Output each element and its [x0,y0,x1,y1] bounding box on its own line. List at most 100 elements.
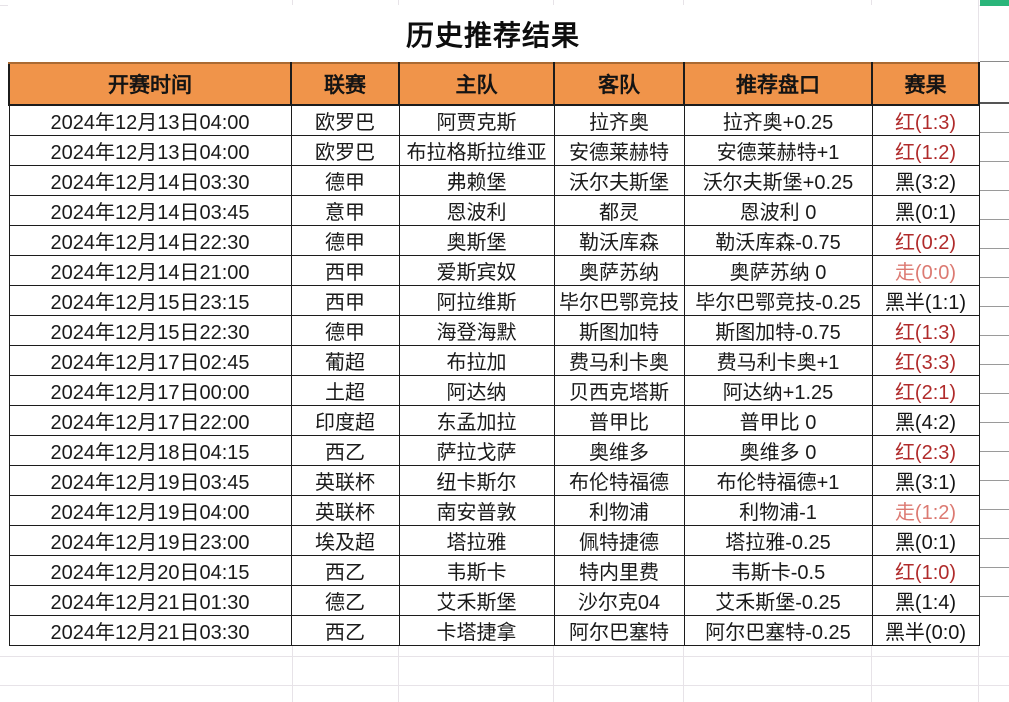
empty-cell[interactable] [980,62,1009,104]
cell-handicap[interactable]: 费马利卡奥+1 [683,345,873,376]
cell-league[interactable]: 西甲 [290,285,400,316]
cell-home-team[interactable]: 奥斯堡 [398,225,555,256]
cell-handicap[interactable]: 奥萨苏纳 0 [683,255,873,286]
cell-league[interactable]: 意甲 [290,195,400,226]
cell-handicap[interactable]: 斯图加特-0.75 [683,315,873,346]
cell-result[interactable]: 红(3:3) [871,345,980,376]
cell-away-team[interactable]: 普甲比 [553,405,685,436]
cell-league[interactable]: 欧罗巴 [290,135,400,166]
cell-away-team[interactable]: 布伦特福德 [553,465,685,496]
cell-match-time[interactable]: 2024年12月21日01:30 [8,585,292,616]
cell-handicap[interactable]: 普甲比 0 [683,405,873,436]
cell-result[interactable]: 红(2:1) [871,375,980,406]
header-result[interactable]: 赛果 [871,62,980,106]
cell-league[interactable]: 西甲 [290,255,400,286]
cell-home-team[interactable]: 阿拉维斯 [398,285,555,316]
cell-away-team[interactable]: 勒沃库森 [553,225,685,256]
empty-cell[interactable] [980,278,1009,307]
cell-result[interactable]: 黑(0:1) [871,525,980,556]
cell-handicap[interactable]: 勒沃库森-0.75 [683,225,873,256]
cell-league[interactable]: 土超 [290,375,400,406]
header-away-team[interactable]: 客队 [553,62,685,106]
cell-result[interactable]: 黑(4:2) [871,405,980,436]
empty-cell[interactable] [980,423,1009,452]
cell-away-team[interactable]: 利物浦 [553,495,685,526]
cell-result[interactable]: 黑半(1:1) [871,285,980,316]
cell-league[interactable]: 西乙 [290,615,400,646]
cell-home-team[interactable]: 海登海默 [398,315,555,346]
header-match-time[interactable]: 开赛时间 [8,62,292,106]
cell-league[interactable]: 英联杯 [290,465,400,496]
cell-home-team[interactable]: 艾禾斯堡 [398,585,555,616]
cell-home-team[interactable]: 萨拉戈萨 [398,435,555,466]
cell-match-time[interactable]: 2024年12月14日22:30 [8,225,292,256]
empty-cell[interactable] [980,133,1009,162]
cell-home-team[interactable]: 韦斯卡 [398,555,555,586]
cell-result[interactable]: 走(0:0) [871,255,980,286]
empty-cell[interactable] [980,6,1009,62]
cell-handicap[interactable]: 毕尔巴鄂竞技-0.25 [683,285,873,316]
cell-match-time[interactable]: 2024年12月14日21:00 [8,255,292,286]
empty-cell[interactable] [980,336,1009,365]
cell-away-team[interactable]: 费马利卡奥 [553,345,685,376]
empty-cell[interactable] [980,365,1009,394]
empty-cell[interactable] [980,510,1009,539]
cell-handicap[interactable]: 奥维多 0 [683,435,873,466]
cell-league[interactable]: 西乙 [290,435,400,466]
cell-match-time[interactable]: 2024年12月18日04:15 [8,435,292,466]
cell-league[interactable]: 德乙 [290,585,400,616]
cell-home-team[interactable]: 东孟加拉 [398,405,555,436]
cell-home-team[interactable]: 南安普敦 [398,495,555,526]
cell-league[interactable]: 德甲 [290,225,400,256]
header-league[interactable]: 联赛 [290,62,400,106]
cell-league[interactable]: 英联杯 [290,495,400,526]
cell-match-time[interactable]: 2024年12月13日04:00 [8,104,292,136]
cell-result[interactable]: 黑(3:2) [871,165,980,196]
empty-cell[interactable] [980,307,1009,336]
cell-match-time[interactable]: 2024年12月21日03:30 [8,615,292,646]
cell-away-team[interactable]: 阿尔巴塞特 [553,615,685,646]
cell-handicap[interactable]: 韦斯卡-0.5 [683,555,873,586]
cell-match-time[interactable]: 2024年12月15日22:30 [8,315,292,346]
cell-away-team[interactable]: 贝西克塔斯 [553,375,685,406]
cell-home-team[interactable]: 塔拉雅 [398,525,555,556]
empty-cell[interactable] [980,162,1009,191]
cell-league[interactable]: 德甲 [290,315,400,346]
cell-away-team[interactable]: 奥萨苏纳 [553,255,685,286]
empty-cell[interactable] [980,452,1009,481]
cell-match-time[interactable]: 2024年12月20日04:15 [8,555,292,586]
cell-match-time[interactable]: 2024年12月14日03:45 [8,195,292,226]
cell-league[interactable]: 德甲 [290,165,400,196]
cell-league[interactable]: 葡超 [290,345,400,376]
cell-match-time[interactable]: 2024年12月14日03:30 [8,165,292,196]
cell-result[interactable]: 红(1:2) [871,135,980,166]
cell-away-team[interactable]: 拉齐奥 [553,104,685,136]
cell-handicap[interactable]: 阿达纳+1.25 [683,375,873,406]
cell-match-time[interactable]: 2024年12月19日04:00 [8,495,292,526]
cell-home-team[interactable]: 阿达纳 [398,375,555,406]
empty-cell[interactable] [980,481,1009,510]
cell-handicap[interactable]: 塔拉雅-0.25 [683,525,873,556]
empty-cell[interactable] [980,104,1009,133]
cell-handicap[interactable]: 布伦特福德+1 [683,465,873,496]
cell-match-time[interactable]: 2024年12月19日03:45 [8,465,292,496]
cell-home-team[interactable]: 爱斯宾奴 [398,255,555,286]
cell-result[interactable]: 走(1:2) [871,495,980,526]
cell-home-team[interactable]: 恩波利 [398,195,555,226]
title-cell[interactable]: 历史推荐结果 [8,5,978,62]
cell-home-team[interactable]: 纽卡斯尔 [398,465,555,496]
cell-result[interactable]: 黑(3:1) [871,465,980,496]
header-home-team[interactable]: 主队 [398,62,555,106]
cell-handicap[interactable]: 沃尔夫斯堡+0.25 [683,165,873,196]
cell-league[interactable]: 埃及超 [290,525,400,556]
header-handicap[interactable]: 推荐盘口 [683,62,873,106]
cell-handicap[interactable]: 艾禾斯堡-0.25 [683,585,873,616]
cell-league[interactable]: 西乙 [290,555,400,586]
empty-cell[interactable] [980,568,1009,597]
empty-cell[interactable] [980,191,1009,220]
empty-cell[interactable] [980,394,1009,423]
cell-away-team[interactable]: 毕尔巴鄂竞技 [553,285,685,316]
cell-home-team[interactable]: 阿贾克斯 [398,104,555,136]
cell-result[interactable]: 红(2:3) [871,435,980,466]
cell-away-team[interactable]: 安德莱赫特 [553,135,685,166]
